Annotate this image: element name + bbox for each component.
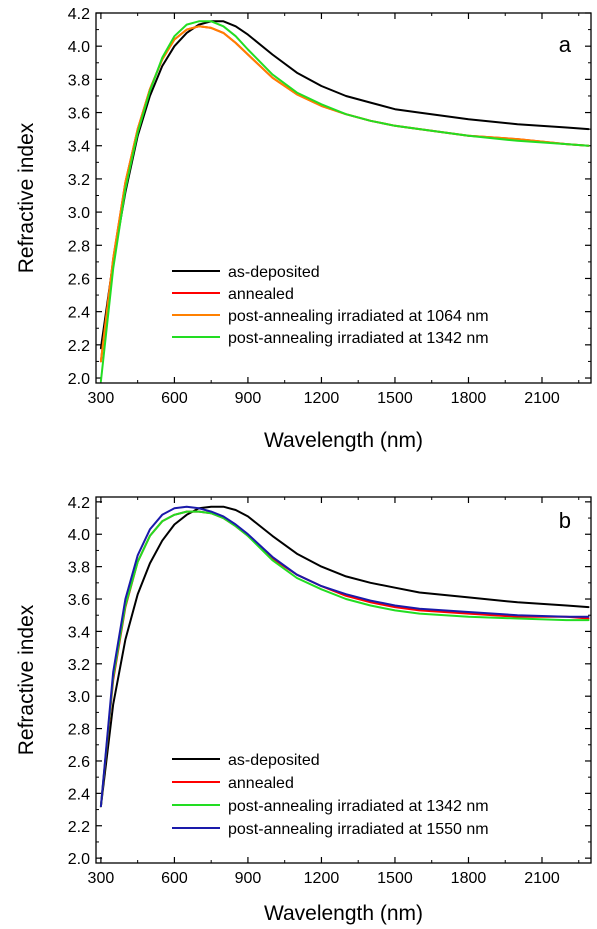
series-line-3 xyxy=(99,505,590,808)
y-tick-label: 3.4 xyxy=(68,624,90,641)
y-tick-label: 3.2 xyxy=(68,172,90,189)
y-tick-label: 3.2 xyxy=(68,657,90,674)
y-tick-label: 3.4 xyxy=(68,139,90,156)
x-tick-label: 300 xyxy=(88,870,115,887)
y-axis-title: Refractive index xyxy=(15,604,38,755)
legend-label: annealed xyxy=(228,775,294,792)
x-tick-label: 900 xyxy=(235,390,262,407)
y-tick-label: 3.8 xyxy=(68,560,90,577)
panel-label: b xyxy=(559,508,571,533)
legend: as-deposited annealed post-annealing irrad… xyxy=(172,264,489,347)
legend-label: post-annealing irradiated at 1064 nm xyxy=(228,308,489,325)
series-line-3 xyxy=(99,20,590,383)
legend-label: post-annealing irradiated at 1550 nm xyxy=(228,821,489,838)
x-tick-label: 2100 xyxy=(524,870,560,887)
y-tick-label: 3.6 xyxy=(68,592,90,609)
legend: as-deposited annealed post-annealing irrad… xyxy=(172,752,489,838)
legend-label: annealed xyxy=(228,286,294,303)
x-tick-label: 1500 xyxy=(377,870,413,887)
y-tick-label: 3.6 xyxy=(68,106,90,123)
series-line-1 xyxy=(99,510,590,808)
y-tick-label: 3.8 xyxy=(68,72,90,89)
series-line-0 xyxy=(99,20,590,350)
legend-label: post-annealing irradiated at 1342 nm xyxy=(228,798,489,815)
x-tick-label: 300 xyxy=(88,390,115,407)
x-tick-label: 2100 xyxy=(524,390,560,407)
plot-frame xyxy=(95,12,592,384)
series-line-2 xyxy=(99,510,590,808)
y-tick-label: 2.2 xyxy=(68,819,90,836)
legend-label: post-annealing irradiated at 1342 nm xyxy=(228,330,489,347)
x-tick-label: 600 xyxy=(161,870,188,887)
chart-panel-b: 300 600 900 1200 1500 1800 2100 2.0 2.2 2.4 2.6 2.8… xyxy=(15,495,592,925)
y-tick-label: 2.6 xyxy=(68,754,90,771)
x-tick-label: 900 xyxy=(235,870,262,887)
y-tick-label: 4.2 xyxy=(68,6,90,23)
panel-label: a xyxy=(559,32,572,57)
y-tick-label: 2.8 xyxy=(68,722,90,739)
x-tick-label: 1500 xyxy=(377,390,413,407)
chart-panel-a: 300 600 900 1200 1500 1800 2100 2.0 2.2 2.4 2.6 2.8… xyxy=(15,6,592,452)
y-tick-label: 4.2 xyxy=(68,495,90,512)
y-tick-label: 2.0 xyxy=(68,851,90,868)
y-tick-label: 3.0 xyxy=(68,689,90,706)
x-axis-title: Wavelength (nm) xyxy=(264,429,423,452)
x-axis-title: Wavelength (nm) xyxy=(264,902,423,925)
x-tick-label: 1200 xyxy=(304,870,340,887)
y-tick-label: 2.4 xyxy=(68,786,90,803)
x-tick-label: 600 xyxy=(161,390,188,407)
y-tick-label: 4.0 xyxy=(68,527,90,544)
series-line-0 xyxy=(99,505,590,808)
y-tick-label: 4.0 xyxy=(68,39,90,56)
y-tick-label: 2.4 xyxy=(68,305,90,322)
y-tick-label: 2.8 xyxy=(68,238,90,255)
x-tick-label: 1200 xyxy=(304,390,340,407)
legend-label: as-deposited xyxy=(228,752,320,769)
y-tick-label: 2.2 xyxy=(68,338,90,355)
y-tick-label: 3.0 xyxy=(68,205,90,222)
y-tick-label: 2.6 xyxy=(68,271,90,288)
y-tick-label: 2.0 xyxy=(68,371,90,388)
legend-label: as-deposited xyxy=(228,264,320,281)
x-tick-label: 1800 xyxy=(451,870,487,887)
x-tick-label: 1800 xyxy=(451,390,487,407)
y-axis-title: Refractive index xyxy=(15,122,38,273)
